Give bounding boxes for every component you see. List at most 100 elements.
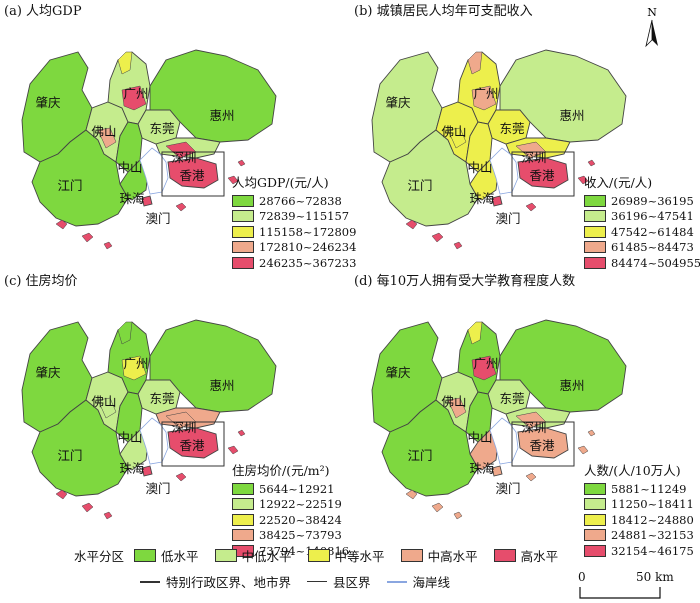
city-label-guangzhou: 广州 [123, 356, 148, 371]
region-hongkong [167, 157, 219, 189]
city-label-foshan: 佛山 [91, 124, 116, 139]
city-label-huizhou: 惠州 [559, 108, 584, 123]
region-hongkong [167, 427, 219, 459]
region-macau [491, 465, 503, 477]
city-label-shenzhen: 深圳 [171, 150, 196, 165]
island [525, 202, 537, 212]
legend-item: 246235~367233 [232, 255, 356, 271]
coastline-item: 海岸线 [386, 572, 450, 591]
region-hongkong [517, 427, 569, 459]
legend-title: 收入/(元/人) [584, 175, 653, 190]
region-macau [491, 195, 503, 207]
class-swatch [214, 549, 237, 562]
island [577, 445, 589, 455]
city-label-hongkong: 香港 [179, 168, 205, 183]
island [55, 489, 68, 500]
region-macau [141, 195, 153, 207]
city-label-shenzhen: 深圳 [521, 420, 546, 435]
legend-item: 28766~72838 [232, 193, 356, 209]
legend-item: 47542~61484 [584, 224, 700, 240]
city-label-hongkong: 香港 [179, 438, 205, 453]
legend-item: 12922~22519 [232, 497, 349, 513]
island [237, 429, 246, 437]
class-swatch [134, 549, 157, 562]
legend-item: 5644~12921 [232, 481, 349, 497]
island [175, 472, 187, 482]
class-item: 低水平 [134, 546, 199, 565]
city-label-huizhou: 惠州 [559, 378, 584, 393]
class-item: 中等水平 [307, 546, 385, 565]
hk-inset-box [511, 151, 575, 197]
swatch-low [232, 194, 254, 207]
city-label-zhaoqing: 肇庆 [385, 95, 411, 110]
city-label-huizhou: 惠州 [209, 108, 234, 123]
island [431, 502, 444, 513]
city-label-dongguan: 东莞 [149, 391, 174, 406]
legend-item: 84474~504955 [584, 255, 700, 271]
region-hongkong [517, 157, 569, 189]
county-boundary-line [307, 581, 328, 582]
scale-distance: 50 km [636, 570, 674, 584]
island [81, 502, 94, 513]
island [227, 445, 239, 455]
city-label-zhuhai: 珠海 [469, 191, 495, 206]
legend-item: 72839~115157 [232, 209, 356, 225]
city-label-zhongshan: 中山 [117, 160, 142, 175]
legend-item: 18412~24880 [584, 512, 694, 528]
city-label-zhuhai: 珠海 [469, 461, 495, 476]
city-label-macau: 澳门 [145, 481, 170, 496]
city-boundary-line [140, 580, 160, 583]
city-label-zhongshan: 中山 [467, 430, 492, 445]
legend-item: 172810~246234 [232, 240, 356, 256]
city-label-guangzhou: 广州 [123, 86, 148, 101]
class-legend: 水平分区 低水平 中低水平 中等水平 中高水平 高水平 [74, 546, 574, 565]
panel-title: (a) 人均GDP [4, 4, 82, 19]
region-huizhou [499, 319, 627, 413]
city-label-foshan: 佛山 [91, 394, 116, 409]
island [587, 159, 596, 167]
city-label-dongguan: 东莞 [499, 391, 524, 406]
region-foshan_s [97, 127, 117, 149]
class-item: 高水平 [493, 546, 558, 565]
region-gz_north [117, 51, 133, 75]
city-label-shenzhen: 深圳 [521, 150, 546, 165]
city-label-hongkong: 香港 [529, 438, 555, 453]
panel-a: (a) 人均GDP 肇庆 广州 佛山 东莞 惠州 中山 江门 深圳 香港 珠海 澳门 人均GDP/(… [0, 0, 356, 272]
city-label-macau: 澳门 [495, 481, 520, 496]
panel-title: (c) 住房均价 [4, 274, 78, 289]
island [405, 219, 418, 230]
region-gz_core [121, 355, 147, 381]
city-label-zhuhai: 珠海 [119, 461, 145, 476]
city-label-zhongshan: 中山 [467, 160, 492, 175]
legend-item: 32154~46175 [584, 543, 694, 559]
legend-d: 人数/(人/10万人) 5881~11249 11250~18411 18412… [584, 460, 694, 559]
island [587, 429, 596, 437]
region-foshan_s [447, 397, 467, 419]
river-estuary [489, 417, 519, 465]
city-label-dongguan: 东莞 [499, 121, 524, 136]
island [525, 472, 537, 482]
panel-title: (b) 城镇居民人均年可支配收入 [354, 4, 533, 19]
region-huizhou [499, 49, 627, 143]
city-label-zhaoqing: 肇庆 [35, 365, 61, 380]
panel-d: (d) 每10万人拥有受大学教育程度人数 肇庆 广州 佛山 东莞 惠州 中山 江门 深圳 香港珠… [350, 270, 700, 558]
region-foshan_s [97, 397, 117, 419]
region-huizhou [149, 49, 277, 143]
river-estuary [139, 147, 169, 195]
region-gz_core [121, 85, 147, 111]
city-label-guangzhou: 广州 [473, 86, 498, 101]
swatch-mid-high [232, 241, 254, 254]
panel-b: (b) 城镇居民人均年可支配收入 肇庆 广州 佛山 东莞 惠州 中山 江门 深圳 香港 珠海 澳门 N… [350, 0, 700, 272]
city-label-zhongshan: 中山 [117, 430, 142, 445]
legend-title: 住房均价/(元/m²) [232, 463, 330, 478]
swatch-mid [232, 225, 254, 238]
legend-item: 61485~84473 [584, 240, 700, 256]
island [453, 511, 463, 520]
legend-b: 收入/(元/人) 26989~36195 36196~47541 47542~6… [584, 172, 700, 271]
class-item: 中低水平 [214, 546, 292, 565]
region-gz_core [471, 85, 497, 111]
class-swatch [307, 549, 330, 562]
legend-item: 26989~36195 [584, 193, 700, 209]
